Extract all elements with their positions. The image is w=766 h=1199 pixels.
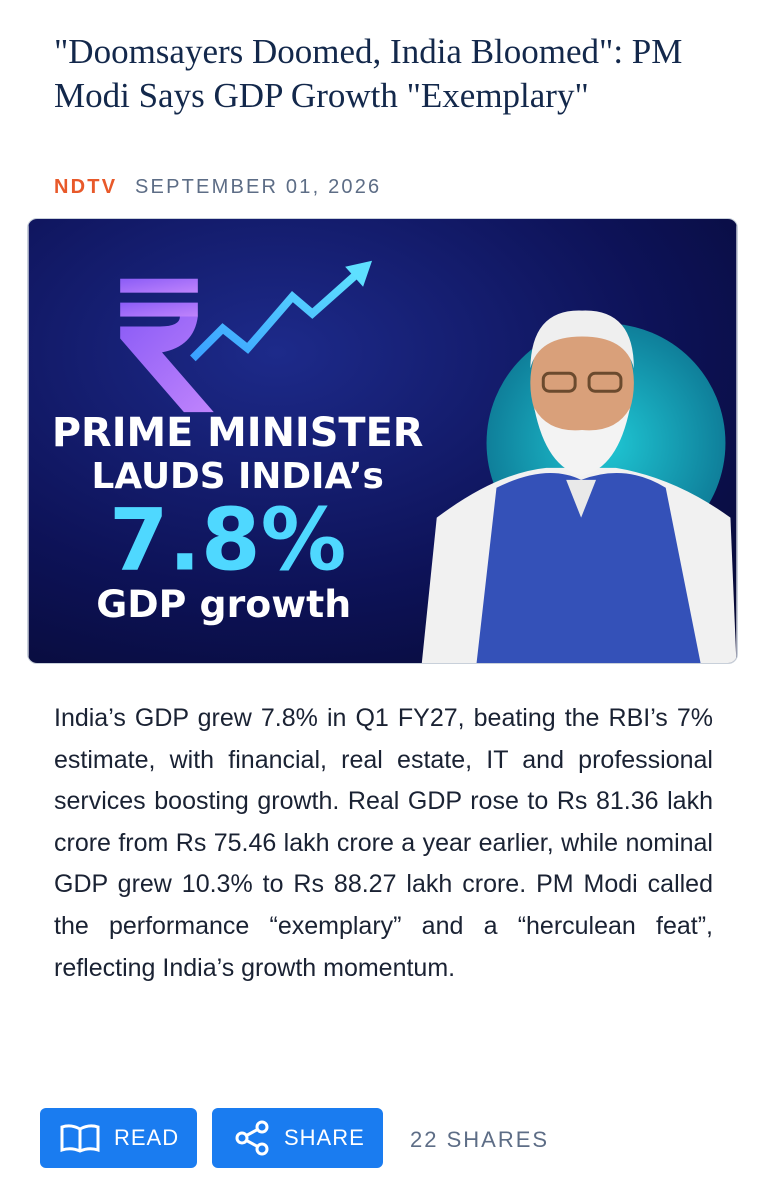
- portrait: [421, 310, 737, 663]
- share-button[interactable]: SHARE: [212, 1108, 383, 1168]
- book-icon: [60, 1124, 100, 1153]
- growth-arrow: [190, 270, 360, 362]
- image-caption: GDP growth: [96, 582, 351, 626]
- read-button[interactable]: READ: [40, 1108, 197, 1168]
- read-label: READ: [114, 1125, 180, 1150]
- image-figure: 7.8%: [109, 491, 346, 590]
- source: NDTV: [54, 176, 118, 198]
- rupee-symbol: [120, 278, 214, 413]
- date: SEPTEMBER 01, 2026: [135, 176, 382, 198]
- share-icon: [235, 1120, 269, 1156]
- share-label: SHARE: [284, 1125, 365, 1150]
- headline: "Doomsayers Doomed, India Bloomed": PM M…: [54, 32, 683, 115]
- arrow-head: [345, 260, 373, 287]
- byline: NDTV SEPTEMBER 01, 2026: [54, 176, 381, 199]
- hero-image: PRIME MINISTER LAUDS INDIA’s 7.8% GDP gr…: [27, 218, 738, 664]
- share-count: 22 SHARES: [410, 1127, 550, 1152]
- article-body: India’s GDP grew 7.8% in Q1 FY27, beatin…: [54, 704, 713, 982]
- image-subheadline: LAUDS INDIA’s: [91, 456, 383, 497]
- image-headline: PRIME MINISTER: [52, 410, 424, 456]
